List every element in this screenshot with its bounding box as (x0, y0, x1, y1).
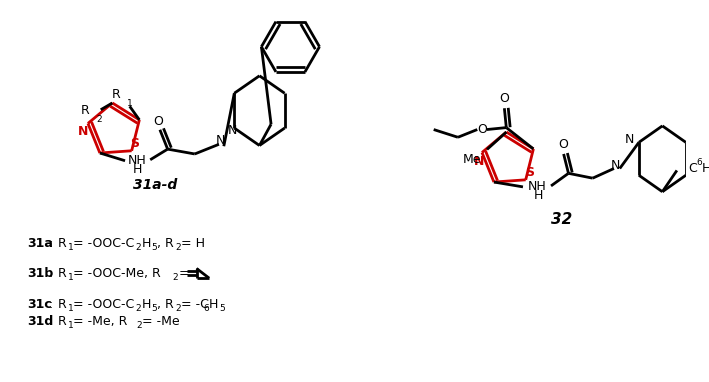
Text: = -Me, R: = -Me, R (72, 315, 127, 328)
Text: = -OOC-C: = -OOC-C (72, 237, 134, 250)
Text: NH: NH (128, 154, 146, 167)
Text: O: O (477, 123, 487, 136)
Text: 1: 1 (127, 99, 133, 108)
Text: 1: 1 (68, 243, 74, 252)
Text: , R: , R (157, 298, 174, 311)
Text: 31a: 31a (27, 237, 53, 250)
Text: :: : (48, 267, 52, 280)
Text: N: N (474, 155, 484, 168)
Text: N: N (78, 125, 89, 138)
Text: R: R (54, 315, 67, 328)
Text: = H: = H (181, 237, 205, 250)
Text: H: H (141, 298, 151, 311)
Text: Me: Me (463, 153, 481, 166)
Text: 31c: 31c (27, 298, 52, 311)
Text: R: R (54, 237, 67, 250)
Text: S: S (525, 165, 534, 178)
Text: 2: 2 (172, 273, 178, 282)
Text: N: N (625, 133, 634, 146)
Text: 6: 6 (696, 158, 702, 167)
Text: 32: 32 (551, 212, 572, 227)
Text: 5: 5 (151, 243, 157, 252)
Text: H: H (133, 163, 143, 176)
Text: 2: 2 (137, 321, 142, 330)
Text: :: : (48, 315, 52, 328)
Text: N: N (228, 123, 237, 136)
Text: = -OOC-C: = -OOC-C (72, 298, 134, 311)
Text: = -Me: = -Me (143, 315, 180, 328)
Text: NH: NH (528, 180, 547, 193)
Text: H: H (141, 237, 151, 250)
Text: :: : (48, 237, 52, 250)
Text: O: O (153, 115, 163, 128)
Text: 31a-d: 31a-d (133, 178, 177, 192)
Text: 1: 1 (68, 321, 74, 330)
Text: 1: 1 (68, 273, 74, 282)
Text: 6: 6 (203, 304, 209, 312)
Text: 31b: 31b (27, 267, 53, 280)
Text: C: C (688, 162, 697, 175)
Text: = -C: = -C (181, 298, 209, 311)
Text: S: S (130, 136, 139, 149)
Text: 2: 2 (135, 304, 141, 312)
Text: =: = (178, 267, 189, 280)
Text: R: R (54, 267, 67, 280)
Text: :: : (48, 298, 52, 311)
Text: H: H (209, 298, 218, 311)
Text: R: R (111, 88, 120, 101)
Text: , R: , R (157, 237, 174, 250)
Text: 2: 2 (175, 243, 181, 252)
Text: 2: 2 (135, 243, 141, 252)
Text: 5: 5 (219, 304, 225, 312)
Text: H: H (702, 162, 709, 175)
Text: H: H (534, 189, 543, 202)
Text: = -OOC-Me, R: = -OOC-Me, R (72, 267, 160, 280)
Text: 2: 2 (175, 304, 181, 312)
Text: N: N (611, 159, 620, 172)
Text: R: R (54, 298, 67, 311)
Text: 5: 5 (151, 304, 157, 312)
Text: N: N (216, 134, 225, 147)
Text: 2: 2 (96, 115, 101, 124)
Text: O: O (499, 92, 509, 105)
Text: 1: 1 (68, 304, 74, 312)
Text: O: O (559, 138, 569, 151)
Text: 31d: 31d (27, 315, 53, 328)
Text: R: R (80, 104, 89, 117)
